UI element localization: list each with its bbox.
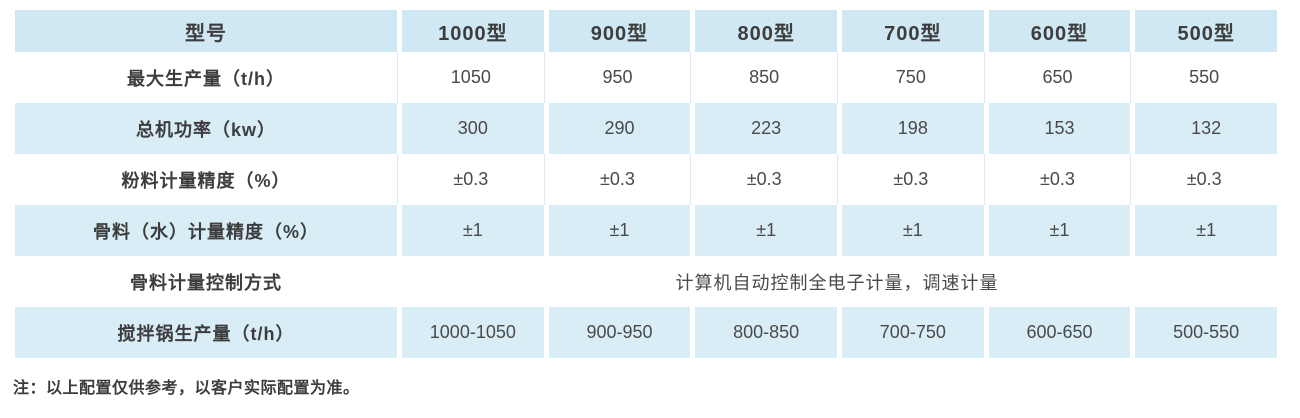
header-cell-model: 500型 (1130, 10, 1277, 52)
header-cell-model: 700型 (837, 10, 984, 52)
value-cell: 198 (837, 103, 984, 154)
value-cell: 750 (837, 52, 984, 103)
table-header-row: 型号 1000型 900型 800型 700型 600型 500型 (15, 10, 1277, 52)
table-row: 骨料（水）计量精度（%） ±1 ±1 ±1 ±1 ±1 ±1 (15, 205, 1277, 256)
value-cell: ±0.3 (397, 154, 544, 205)
value-cell: ±0.3 (543, 154, 691, 205)
value-cell: ±0.3 (1130, 154, 1277, 205)
value-cell: ±1 (983, 205, 1131, 256)
value-cell: 290 (543, 103, 691, 154)
table-row: 粉料计量精度（%） ±0.3 ±0.3 ±0.3 ±0.3 ±0.3 ±0.3 (15, 154, 1277, 205)
value-cell: 850 (690, 52, 837, 103)
value-cell: ±1 (543, 205, 691, 256)
table-row: 搅拌锅生产量（t/h） 1000-1050 900-950 800-850 700-75… (15, 307, 1277, 358)
value-cell: 650 (983, 52, 1131, 103)
header-cell-model: 600型 (983, 10, 1131, 52)
row-label-cell: 骨料（水）计量精度（%） (15, 205, 397, 256)
row-label-cell: 最大生产量（t/h） (15, 52, 397, 103)
header-cell-model: 900型 (543, 10, 691, 52)
value-cell: ±1 (837, 205, 984, 256)
value-cell: ±1 (397, 205, 544, 256)
table-row: 骨料计量控制方式 计算机自动控制全电子计量，调速计量 (15, 256, 1277, 307)
header-cell-label: 型号 (15, 10, 397, 52)
row-label-cell: 总机功率（kw） (15, 103, 397, 154)
value-cell: 132 (1130, 103, 1277, 154)
value-cell: 800-850 (690, 307, 837, 358)
value-cell: 300 (397, 103, 544, 154)
row-label-cell: 粉料计量精度（%） (15, 154, 397, 205)
value-cell: 900-950 (543, 307, 691, 358)
note-text: 注：以上配置仅供参考，以客户实际配置为准。 (13, 380, 360, 397)
header-cell-model: 1000型 (397, 10, 544, 52)
value-cell: ±0.3 (837, 154, 984, 205)
value-cell: 1000-1050 (397, 307, 544, 358)
row-label-cell: 骨料计量控制方式 (15, 256, 397, 307)
value-cell: 153 (983, 103, 1131, 154)
value-cell: ±0.3 (983, 154, 1131, 205)
value-cell: 550 (1130, 52, 1277, 103)
value-cell: 950 (543, 52, 691, 103)
table-row: 最大生产量（t/h） 1050 950 850 750 650 550 (15, 52, 1277, 103)
value-cell: ±1 (690, 205, 837, 256)
value-cell: ±0.3 (690, 154, 837, 205)
spec-table: 型号 1000型 900型 800型 700型 600型 500型 最大生产量（t/h） 10… (15, 10, 1277, 358)
value-cell: 1050 (397, 52, 544, 103)
value-cell: 700-750 (837, 307, 984, 358)
merged-value-cell: 计算机自动控制全电子计量，调速计量 (397, 256, 1277, 307)
table-row: 总机功率（kw） 300 290 223 198 153 132 (15, 103, 1277, 154)
value-cell: 223 (690, 103, 837, 154)
value-cell: ±1 (1130, 205, 1277, 256)
value-cell: 600-650 (983, 307, 1131, 358)
header-cell-model: 800型 (690, 10, 837, 52)
row-label-cell: 搅拌锅生产量（t/h） (15, 307, 397, 358)
value-cell: 500-550 (1130, 307, 1277, 358)
